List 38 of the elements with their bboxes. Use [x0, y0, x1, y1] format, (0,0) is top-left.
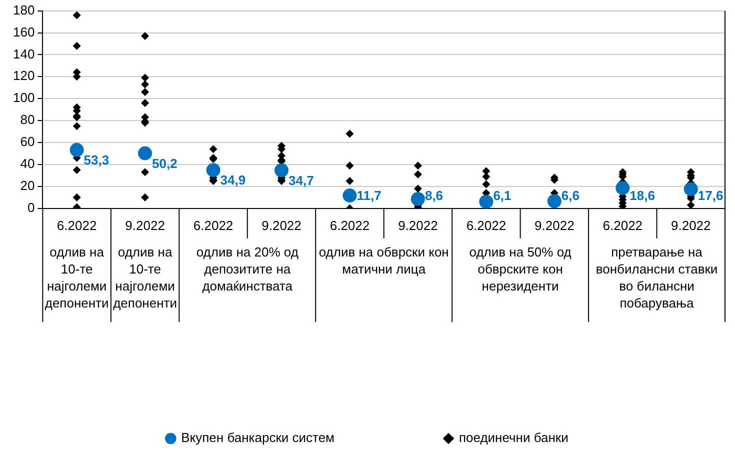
data-label: 18,6: [630, 188, 655, 203]
y-tick-label: 60: [20, 134, 35, 150]
x-tick-label: 9.2022: [534, 218, 574, 233]
data-label: 8,6: [424, 188, 444, 203]
legend-label: Вкупен банкарски систем: [181, 430, 335, 446]
data-label: 34,7: [288, 172, 314, 188]
x-tick-label: 6.2022: [602, 218, 643, 233]
text: претварање на вонбилансни ставки во билансни побарувања: [596, 244, 718, 310]
data-label: 34,9: [220, 172, 246, 188]
x-tick-label: 9.2022: [671, 218, 711, 233]
x-tick-label: 9.2022: [262, 218, 302, 233]
text: одлив на 10-те најголеми депоненти: [113, 244, 177, 310]
x-tick-label: 6.2022: [330, 218, 370, 233]
y-tick-label: 0: [27, 200, 35, 215]
text: одлив на обврски кон матични лица: [318, 244, 449, 276]
x-tick-label: 9.2022: [125, 218, 165, 233]
data-label: 11,7: [356, 188, 382, 203]
text: одлив на 10-те најголеми депоненти: [44, 244, 109, 310]
y-tick-label: 100: [12, 90, 35, 106]
y-tick-label: 20: [20, 178, 35, 194]
data-label: 6,1: [493, 188, 512, 203]
data-label: 6,6: [561, 188, 580, 203]
text: одлив на 50% од обврските кон нерезиденти: [469, 244, 572, 294]
legend-label: поединечни банки: [458, 430, 568, 446]
x-tick-label: 6.2022: [466, 218, 506, 233]
data-label: 17,6: [698, 188, 724, 203]
y-tick-label: 40: [20, 156, 35, 172]
x-tick-label: 6.2022: [193, 218, 234, 233]
x-tick-label: 9.2022: [398, 218, 438, 233]
y-tick-label: 180: [12, 2, 35, 18]
text: одлив на 20% од депозитите на домаќинствата: [196, 244, 299, 294]
x-tick-label: 6.2022: [56, 218, 97, 233]
y-tick-label: 120: [12, 68, 35, 84]
y-tick-label: 160: [12, 24, 35, 40]
y-tick-label: 80: [20, 112, 35, 128]
y-tick-label: 140: [12, 46, 35, 62]
data-label: 50,2: [152, 156, 178, 171]
data-label: 53,3: [84, 152, 110, 168]
